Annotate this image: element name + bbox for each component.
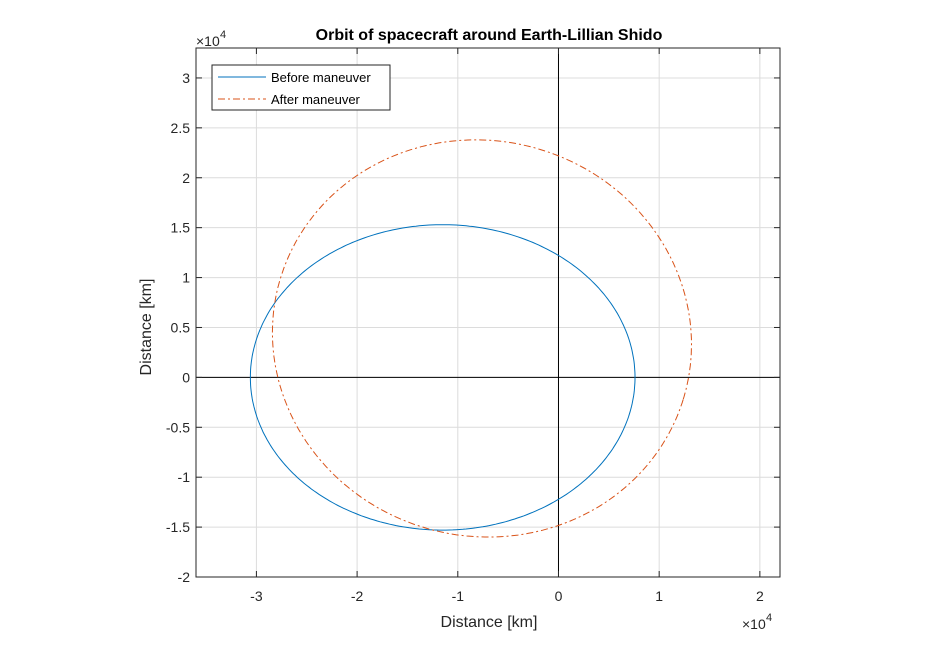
x-tick-label-2: -1 <box>452 588 465 604</box>
series-line-1 <box>271 139 692 538</box>
x-tick-label-5: 2 <box>756 588 764 604</box>
axes-lines-layer <box>196 48 780 577</box>
x-tick-label-3: 0 <box>555 588 563 604</box>
x-exponent-base: ×10 <box>742 616 766 632</box>
axes-frame <box>195 47 781 578</box>
series-layer <box>249 139 692 538</box>
chart-title: Orbit of spacecraft around Earth-Lillian… <box>316 27 663 44</box>
y-tick-label-1: -1.5 <box>166 519 190 535</box>
y-tick-label-7: 1.5 <box>171 220 191 236</box>
frame-layer <box>195 47 781 578</box>
y-exponent-base: ×10 <box>196 33 220 49</box>
y-exponent-power: 4 <box>220 29 226 41</box>
y-tick-label-5: 0.5 <box>171 319 191 335</box>
y-tick-label-6: 1 <box>182 270 190 286</box>
y-tick-label-0: -2 <box>178 569 191 585</box>
y-tick-label-3: -0.5 <box>166 419 190 435</box>
y-tick-label-9: 2.5 <box>171 120 191 136</box>
y-axis-label: Distance [km] <box>138 279 155 376</box>
y-tick-label-8: 2 <box>182 170 190 186</box>
x-tick-label-1: -2 <box>351 588 364 604</box>
y-tick-label-10: 3 <box>182 70 190 86</box>
x-tick-label-0: -3 <box>250 588 263 604</box>
x-exponent-label: ×10 4 <box>742 612 772 632</box>
y-exponent-label: ×10 4 <box>196 29 226 49</box>
legend: Before maneuver After maneuver <box>211 64 391 111</box>
ticks-layer: -3 -2 -1 0 1 2 -2 -1.5 -1 -0.5 0 0.5 1 1.5 2 2.5 3 <box>166 48 780 604</box>
legend-label-before: Before maneuver <box>271 70 371 85</box>
legend-box <box>211 64 391 111</box>
legend-label-after: After maneuver <box>271 92 361 107</box>
y-tick-label-2: -1 <box>178 469 191 485</box>
series-line-0 <box>249 224 636 531</box>
x-exponent-power: 4 <box>766 612 772 624</box>
y-tick-label-4: 0 <box>182 369 190 385</box>
x-tick-label-4: 1 <box>655 588 663 604</box>
x-axis-label: Distance [km] <box>441 614 538 631</box>
